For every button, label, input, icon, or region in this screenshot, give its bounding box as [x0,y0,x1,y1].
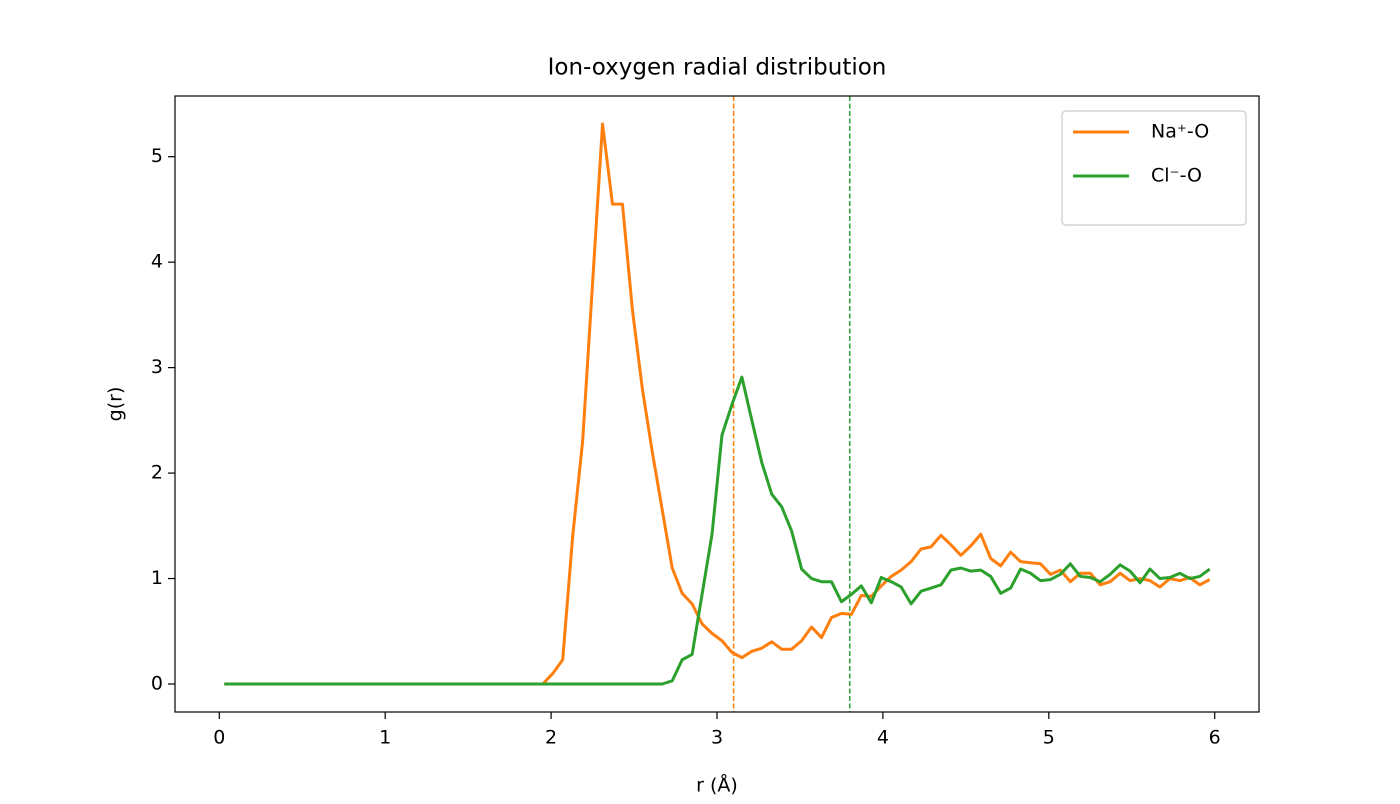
y-tick-label: 5 [151,145,163,167]
y-tick-label: 3 [151,356,163,378]
x-tick-label: 5 [1043,727,1055,749]
legend-label: Cl⁻-O [1151,165,1202,187]
x-tick-label: 4 [877,727,889,749]
chart-title: Ion-oxygen radial distribution [548,55,887,81]
x-tick-label: 6 [1209,727,1221,749]
plot-frame [174,95,1260,713]
x-tick-label: 3 [711,727,723,749]
x-axis-label: r (Å) [696,774,738,797]
y-tick-label: 4 [151,251,163,273]
x-tick-label: 0 [213,727,225,749]
legend-box [1061,110,1247,226]
series-line [224,375,1211,686]
legend-label: Na⁺-O [1151,121,1209,143]
y-axis-label: g(r) [105,387,127,422]
y-tick-label: 2 [151,462,163,484]
y-tick-label: 0 [151,673,163,695]
y-tick-label: 1 [151,567,163,589]
x-tick-label: 1 [379,727,391,749]
x-tick-label: 2 [545,727,557,749]
